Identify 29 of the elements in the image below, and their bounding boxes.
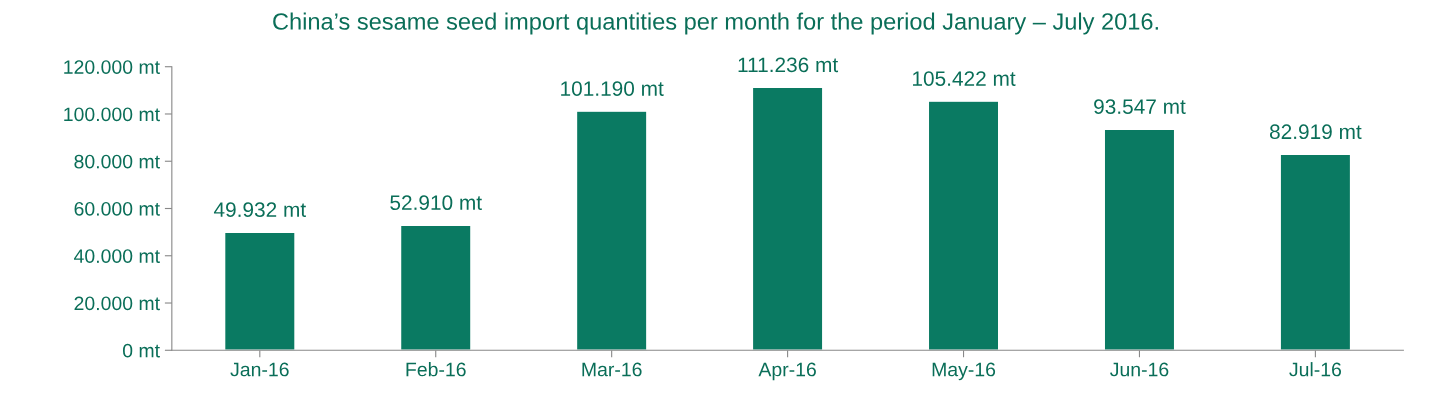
bar [575, 110, 648, 351]
y-tick-label: 100.000 mt [64, 107, 160, 122]
bar [223, 231, 296, 351]
data-label: 111.236 mt [738, 57, 839, 73]
data-label: 82.919 mt [1269, 124, 1362, 140]
chart-title: China’s sesame seed import quantities per month for the period January – July 2016. [273, 12, 1158, 35]
x-tick-label: Jun-16 [1110, 362, 1169, 377]
y-tick-label: 60.000 mt [74, 201, 160, 216]
data-label: 52.910 mt [390, 195, 482, 211]
y-tick-label: 40.000 mt [74, 249, 160, 263]
data-label: 105.422 mt [913, 71, 1016, 86]
x-tick-label: Jul-16 [1289, 362, 1342, 377]
x-tick-label: Feb-16 [406, 362, 466, 377]
bar [751, 86, 824, 351]
x-tick-label: Jan-16 [230, 362, 289, 377]
data-label: 101.190 mt [561, 81, 664, 96]
x-tick-label: May-16 [932, 362, 996, 381]
x-tick-label: Mar-16 [582, 362, 642, 377]
y-tick-label: 20.000 mt [74, 296, 160, 311]
data-label: 49.932 mt [213, 202, 306, 218]
y-tick-label: 80.000 mt [74, 154, 160, 169]
bar [1103, 128, 1176, 351]
y-tick-label: 120.000 mt [64, 60, 160, 74]
bar [1279, 153, 1352, 351]
y-tick-label: 0 mt [122, 343, 160, 358]
data-label: 93.547 mt [1094, 99, 1186, 114]
bar [399, 224, 472, 351]
bar [927, 100, 1000, 351]
x-tick-label: Apr-16 [758, 362, 816, 381]
